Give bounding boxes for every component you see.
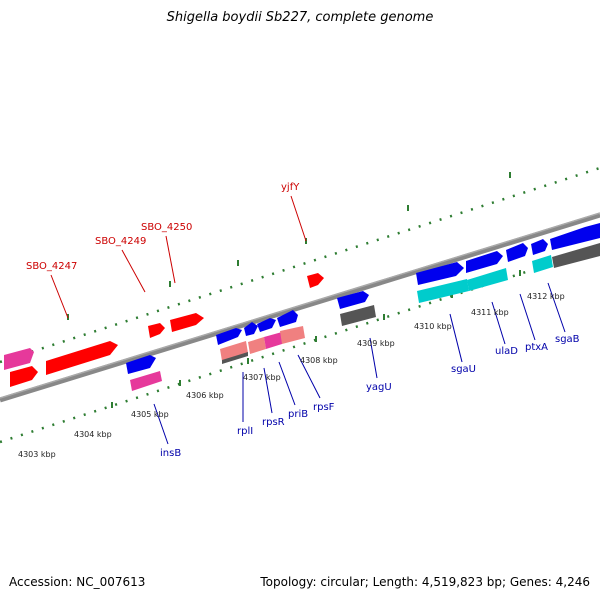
- gene-label: rplI: [237, 426, 253, 437]
- connector: [278, 361, 296, 406]
- kbp-tick-label: 4311 kbp: [471, 308, 509, 317]
- gene-feature: [148, 323, 165, 338]
- connector: [165, 235, 176, 284]
- map-title: Shigella boydii Sb227, complete genome: [166, 10, 434, 25]
- connector-lines: [50, 195, 566, 445]
- gene-label: yagU: [366, 382, 392, 393]
- gene-feature: [532, 255, 553, 273]
- gene-feature: [220, 341, 248, 361]
- connector: [263, 367, 273, 414]
- gene-feature: [248, 337, 266, 354]
- connector: [449, 313, 463, 363]
- connector: [50, 274, 69, 319]
- gene-feature: [257, 318, 276, 332]
- kbp-tick-label: 4307 kbp: [243, 373, 281, 382]
- gene-label: insB: [160, 448, 181, 459]
- gene-label: SBO_4247: [26, 261, 77, 272]
- gene-feature: [280, 326, 305, 344]
- connector: [519, 293, 536, 341]
- kbp-tick-label: 4305 kbp: [131, 410, 169, 419]
- gene-feature: [46, 341, 118, 375]
- gene-feature: [337, 291, 369, 309]
- gene-label: sgaB: [555, 334, 580, 345]
- gene-feature: [126, 355, 156, 374]
- reverse-genes: [126, 243, 600, 391]
- connector: [369, 337, 378, 379]
- gene-feature: [467, 268, 508, 291]
- kbp-tick-label: 4303 kbp: [18, 450, 56, 459]
- kbp-tick-label: 4304 kbp: [74, 430, 112, 439]
- gene-feature: [416, 262, 464, 285]
- gene-feature: [531, 239, 548, 255]
- gene-feature: [10, 366, 38, 387]
- gene-feature: [222, 352, 248, 364]
- gene-label: priB: [288, 409, 308, 420]
- gene-feature: [550, 223, 600, 250]
- connector: [153, 403, 169, 445]
- kbp-tick-label: 4312 kbp: [527, 292, 565, 301]
- gene-feature: [264, 332, 282, 349]
- gene-feature: [417, 279, 469, 303]
- gene-feature: [466, 251, 503, 273]
- gene-label: rpsR: [262, 417, 285, 428]
- gene-label: sgaU: [451, 364, 476, 375]
- gene-label: yjfY: [281, 182, 300, 193]
- kbp-tick-label: 4309 kbp: [357, 339, 395, 348]
- gene-feature: [552, 243, 600, 268]
- kbp-tick-label: 4306 kbp: [186, 391, 224, 400]
- connector: [290, 195, 307, 242]
- gene-feature: [170, 313, 204, 332]
- gene-feature: [506, 243, 528, 262]
- gene-label: ulaD: [495, 346, 518, 357]
- gene-label: rpsF: [313, 402, 335, 413]
- gene-feature: [277, 310, 298, 327]
- gene-feature: [216, 328, 242, 345]
- accession-text: Accession: NC_007613: [9, 575, 146, 589]
- connector: [547, 282, 566, 333]
- connector: [297, 354, 321, 399]
- gene-feature: [4, 348, 34, 370]
- kbp-tick-label: 4308 kbp: [300, 356, 338, 365]
- gene-feature: [340, 305, 376, 326]
- genome-backbone: [0, 212, 600, 403]
- gene-feature: [244, 322, 258, 336]
- gene-feature: [307, 273, 324, 288]
- gene-feature: [130, 371, 162, 391]
- gene-label: SBO_4250: [141, 222, 192, 233]
- connector: [121, 249, 146, 293]
- kbp-tick-label: 4310 kbp: [414, 322, 452, 331]
- connector: [491, 301, 506, 345]
- topology-text: Topology: circular; Length: 4,519,823 bp…: [260, 575, 590, 589]
- gene-label: ptxA: [525, 342, 548, 353]
- gene-label: SBO_4249: [95, 236, 146, 247]
- forward-genes: [4, 223, 600, 387]
